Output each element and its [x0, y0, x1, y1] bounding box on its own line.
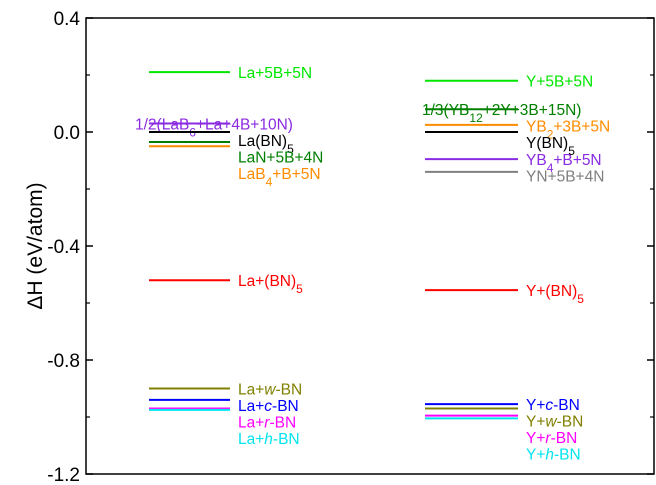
y-tick-label: 0.4 [54, 9, 81, 30]
level-label-y: Y+h-BN [526, 447, 581, 464]
level-label-y: Y(BN)5 [526, 135, 575, 158]
y-axis-label: ΔH (eV/atom) [24, 182, 47, 309]
level-label-y: YB4+B+5N [526, 152, 602, 175]
level-label-la: LaB4+B+5N [238, 166, 321, 189]
level-label-la: La+w-BN [238, 382, 302, 399]
level-label-y: YN+5B+4N [526, 169, 604, 186]
level-label-la: LaN+5B+4N [238, 149, 323, 166]
y-tick-label: -0.8 [47, 351, 80, 372]
level-label-y: Y+(BN)5 [526, 283, 584, 306]
level-label-la: La+5B+5N [238, 65, 312, 82]
level-label-y: Y+r-BN [526, 430, 577, 447]
level-label-y: YB2+3B+5N [526, 119, 610, 142]
level-label-la: 1/2(LaB6+La+4B+10N) [135, 116, 293, 139]
level-label-la: La+h-BN [238, 431, 300, 448]
level-label-la: La+r-BN [238, 415, 296, 432]
level-label-y: Y+5B+5N [526, 74, 593, 91]
level-label-la: La+c-BN [238, 398, 299, 415]
y-tick-label: -1.2 [47, 465, 80, 485]
energy-levels: La+5B+5N 1/2(LaB6+La+4B+10N)La(BN)5LaN+5B… [135, 65, 610, 464]
level-label-la: La(BN)5 [238, 133, 294, 156]
y-axis-ticks: 0.4 0.0 -0.4 -0.8 -1.2 [47, 9, 654, 485]
y-tick-label: 0.0 [54, 123, 80, 144]
level-label-y: Y+c-BN [526, 397, 580, 414]
level-label-y: 1/3(YB12+2Y+3B+15N) [422, 102, 581, 125]
level-label-la: La+(BN)5 [238, 273, 303, 296]
y-tick-label: -0.4 [47, 237, 80, 258]
level-label-y: Y+w-BN [526, 414, 583, 431]
